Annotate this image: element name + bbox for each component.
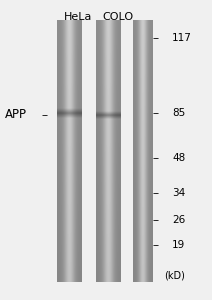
Text: (kD): (kD) <box>165 270 186 280</box>
Text: APP: APP <box>5 109 27 122</box>
Text: 85: 85 <box>172 108 185 118</box>
Text: 48: 48 <box>172 153 185 163</box>
Text: 19: 19 <box>172 240 185 250</box>
Text: 117: 117 <box>172 33 192 43</box>
Text: --: -- <box>153 240 160 250</box>
Text: --: -- <box>42 110 49 120</box>
Text: 34: 34 <box>172 188 185 198</box>
Text: --: -- <box>153 153 160 163</box>
Text: HeLa: HeLa <box>64 12 92 22</box>
Text: 26: 26 <box>172 215 185 225</box>
Text: --: -- <box>153 33 160 43</box>
Text: --: -- <box>153 108 160 118</box>
Text: COLO: COLO <box>102 12 134 22</box>
Text: --: -- <box>153 215 160 225</box>
Text: --: -- <box>153 188 160 198</box>
